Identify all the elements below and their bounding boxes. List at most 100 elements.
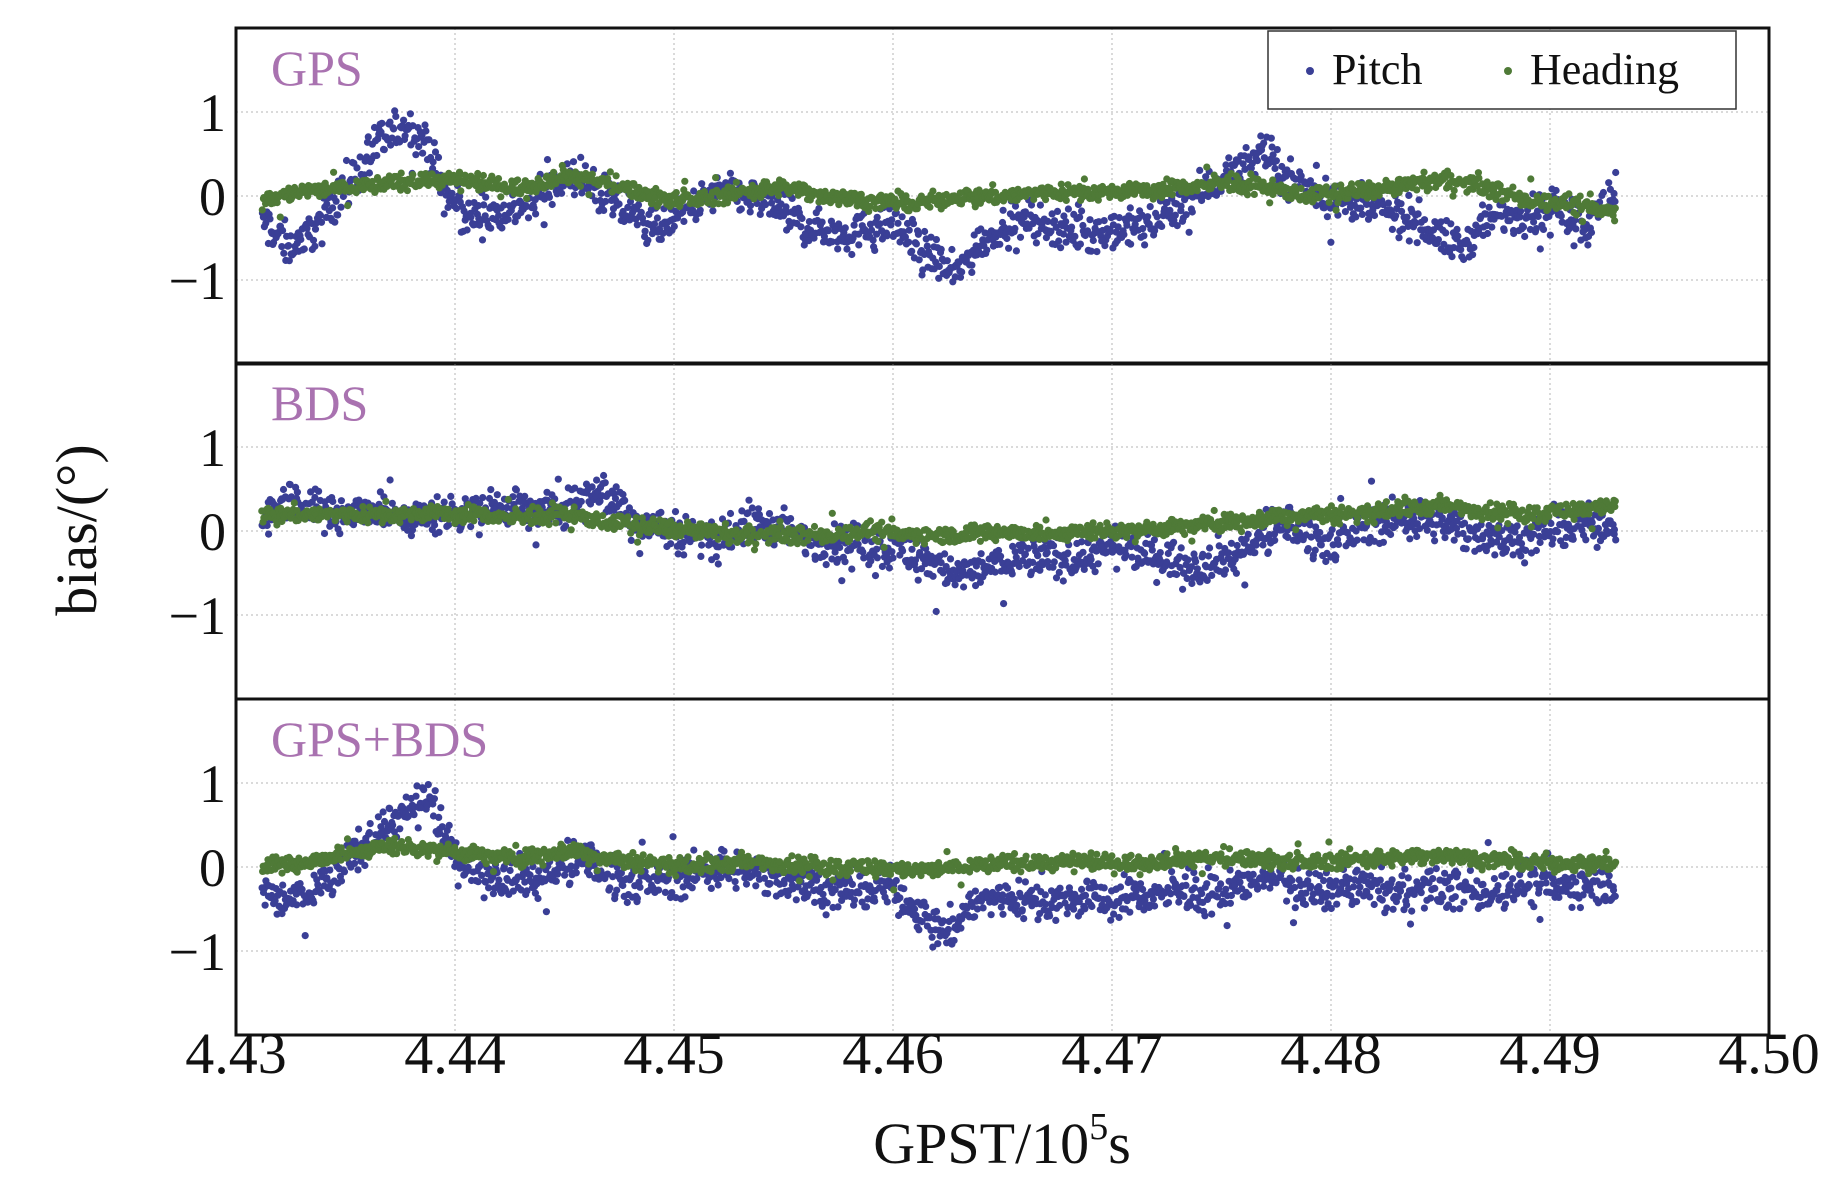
data-point-pitch <box>600 471 608 480</box>
data-point-pitch <box>653 214 662 222</box>
data-point-pitch <box>493 491 501 499</box>
data-point-pitch <box>334 211 342 219</box>
data-point-heading <box>672 189 680 197</box>
data-point-pitch <box>1120 231 1128 239</box>
data-point-pitch <box>495 211 503 220</box>
data-point-pitch <box>1153 578 1161 587</box>
data-point-pitch <box>337 203 345 211</box>
data-point-pitch <box>841 224 849 232</box>
data-point-heading <box>1331 182 1339 190</box>
data-point-pitch <box>1304 545 1312 553</box>
data-point-heading <box>567 526 575 534</box>
data-point-heading <box>880 543 888 552</box>
data-point-pitch <box>1158 222 1166 230</box>
data-point-pitch <box>1530 218 1538 226</box>
data-point-heading <box>1527 175 1535 183</box>
data-point-pitch <box>1177 544 1185 552</box>
data-point-pitch <box>1043 549 1051 557</box>
data-point-pitch <box>431 521 439 529</box>
data-point-heading <box>514 176 522 184</box>
data-point-pitch <box>1457 246 1465 254</box>
data-point-pitch <box>948 245 956 254</box>
data-point-pitch <box>937 245 945 253</box>
data-point-pitch <box>1153 213 1161 221</box>
data-point-pitch <box>1429 234 1437 242</box>
data-point-heading <box>835 201 843 209</box>
data-point-pitch <box>1171 211 1179 219</box>
data-point-pitch <box>838 577 846 585</box>
data-point-pitch <box>521 492 529 500</box>
data-point-pitch <box>1050 558 1058 566</box>
data-point-pitch <box>1059 230 1068 238</box>
data-point-pitch <box>867 226 876 234</box>
data-point-pitch <box>1549 535 1557 543</box>
data-point-pitch <box>1087 247 1095 255</box>
data-point-pitch <box>329 204 337 212</box>
data-point-pitch <box>412 151 420 159</box>
data-point-heading <box>570 503 578 511</box>
data-point-pitch <box>1047 227 1055 235</box>
data-point-pitch <box>1322 174 1330 182</box>
data-point-pitch <box>337 497 345 505</box>
data-point-heading <box>612 172 620 180</box>
data-point-pitch <box>1086 216 1094 224</box>
data-point-pitch <box>951 273 959 281</box>
data-point-pitch <box>440 498 448 506</box>
data-point-heading <box>888 515 896 523</box>
data-point-pitch <box>1068 223 1076 231</box>
data-point-heading <box>1420 168 1428 176</box>
data-point-pitch <box>1519 223 1528 231</box>
data-point-heading <box>457 187 465 195</box>
data-point-pitch <box>1115 214 1123 222</box>
y-tick-label: 1 <box>199 418 226 478</box>
data-point-pitch <box>1532 546 1540 555</box>
data-point-pitch <box>726 169 735 177</box>
data-point-pitch <box>709 207 717 215</box>
data-point-heading <box>474 169 482 178</box>
data-point-pitch <box>1271 164 1279 173</box>
data-point-pitch <box>1269 151 1277 159</box>
data-point-pitch <box>558 189 566 197</box>
data-point-pitch <box>894 219 902 227</box>
data-point-heading <box>276 213 284 221</box>
data-point-pitch <box>311 225 320 233</box>
data-point-pitch <box>1089 236 1097 245</box>
data-point-pitch <box>984 236 992 244</box>
data-point-pitch <box>287 232 295 240</box>
data-point-pitch <box>1532 225 1540 233</box>
data-point-pitch <box>1264 548 1272 556</box>
data-point-pitch <box>983 246 991 254</box>
data-point-pitch <box>415 143 423 151</box>
data-point-heading <box>409 171 417 179</box>
data-point-pitch <box>475 531 483 539</box>
data-point-pitch <box>848 250 856 259</box>
data-point-pitch <box>569 158 578 166</box>
data-point-pitch <box>797 223 805 231</box>
data-point-pitch <box>480 201 488 209</box>
data-point-pitch <box>1388 225 1396 233</box>
data-point-pitch <box>331 218 339 226</box>
data-point-pitch <box>991 568 999 576</box>
data-point-pitch <box>690 187 698 195</box>
data-point-pitch <box>698 541 706 549</box>
data-point-pitch <box>285 257 293 265</box>
data-point-heading <box>712 174 720 182</box>
data-point-pitch <box>317 218 326 226</box>
data-point-pitch <box>1008 570 1016 578</box>
data-point-pitch <box>452 204 461 213</box>
data-point-pitch <box>927 233 935 241</box>
data-point-pitch <box>855 241 863 249</box>
y-tick-label: 1 <box>199 83 226 143</box>
data-point-pitch <box>1127 240 1135 248</box>
data-point-pitch <box>400 116 408 124</box>
data-point-pitch <box>1311 546 1319 554</box>
data-point-pitch <box>698 180 706 188</box>
data-point-heading <box>1266 199 1274 207</box>
data-point-pitch <box>1395 234 1403 242</box>
data-point-pitch <box>883 232 891 240</box>
data-point-pitch <box>873 230 881 238</box>
data-point-pitch <box>1584 241 1592 249</box>
data-point-pitch <box>1084 227 1092 235</box>
data-point-pitch <box>1517 207 1525 215</box>
